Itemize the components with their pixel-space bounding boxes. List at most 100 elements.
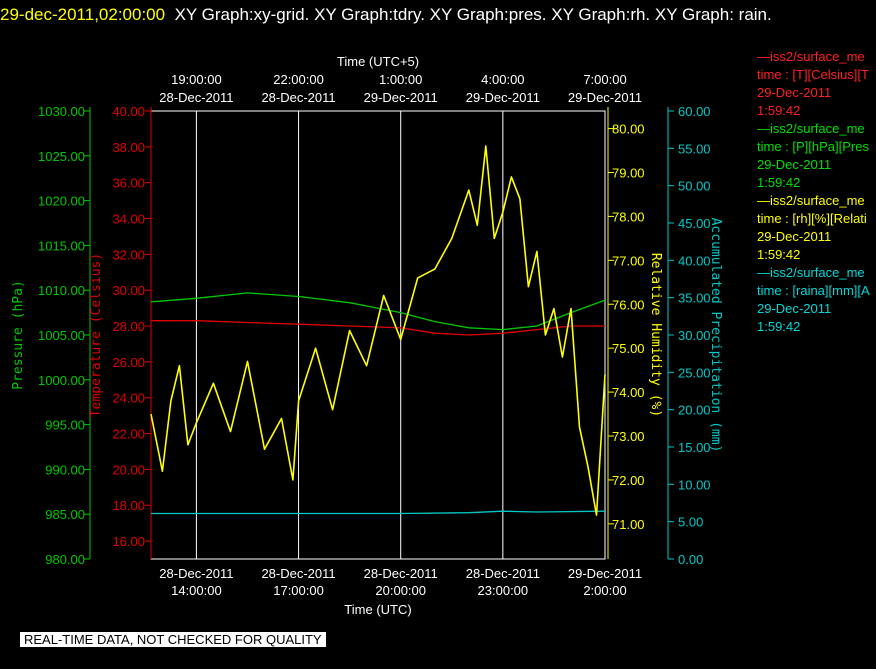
x-tick-date: 28-Dec-2011 [261,566,335,581]
rh-tick-label: 76.00 [612,297,645,312]
rain-tick-label: 50.00 [678,179,711,194]
rain-axis-label: Accumulated Precipitation (mm) [708,218,723,453]
legend-date: 29-Dec-2011 [757,157,832,172]
legend-line: —iss2/surface_me [757,49,865,64]
top-tick-date: 28-Dec-2011 [261,90,335,105]
legend-line: —iss2/surface_me [757,121,865,136]
legend-desc: time : [raina][mm][A [757,283,870,298]
x-axis-bottom-label: Time (UTC) [344,602,411,617]
rh-tick-label: 74.00 [612,385,645,400]
legend-line: —iss2/surface_me [757,193,865,208]
pres-tick-label: 1020.00 [38,194,85,209]
pres-tick-label: 995.00 [45,418,85,433]
rain-tick-label: 5.00 [678,515,703,530]
top-tick-time: 4:00:00 [481,72,524,87]
rh-axis-label: Relative Humidity (%) [648,253,663,417]
temp-tick-label: 32.00 [112,247,145,262]
x-tick-time: 20:00:00 [375,583,426,598]
temp-tick-label: 24.00 [112,391,145,406]
temp-tick-label: 20.00 [112,462,145,477]
chart-title: 29-dec-2011,02:00:00 XY Graph:xy-grid. X… [0,0,860,29]
x-tick-time: 14:00:00 [171,583,222,598]
x-tick-date: 28-Dec-2011 [364,566,438,581]
quality-disclaimer: REAL-TIME DATA, NOT CHECKED FOR QUALITY [20,632,326,647]
rain-tick-label: 45.00 [678,216,711,231]
pres-tick-label: 1010.00 [38,283,85,298]
temp-tick-label: 16.00 [112,534,145,549]
top-tick-time: 1:00:00 [379,72,422,87]
pres-tick-label: 1015.00 [38,238,85,253]
legend-time: 1:59:42 [757,103,801,118]
top-tick-date: 29-Dec-2011 [364,90,438,105]
rh-tick-label: 72.00 [612,473,645,488]
rain-tick-label: 35.00 [678,291,711,306]
rh-tick-label: 78.00 [612,209,645,224]
temp-tick-label: 30.00 [112,283,145,298]
legend-date: 29-Dec-2011 [757,301,832,316]
temp-tick-label: 40.00 [112,104,145,119]
rain-tick-label: 30.00 [678,328,711,343]
legend-date: 29-Dec-2011 [757,229,832,244]
x-tick-date: 28-Dec-2011 [159,566,233,581]
x-tick-time: 23:00:00 [478,583,529,598]
pres-tick-label: 1005.00 [38,328,85,343]
temp-axis-label: Temperature (Celsius) [89,253,104,417]
x-tick-time: 17:00:00 [273,583,324,598]
pres-tick-label: 985.00 [45,507,85,522]
rain-tick-label: 0.00 [678,552,703,567]
temp-series-line [151,320,605,336]
rain-tick-label: 10.00 [678,477,711,492]
top-tick-time: 22:00:00 [273,72,324,87]
legend-line: —iss2/surface_me [757,265,865,280]
legend-time: 1:59:42 [757,175,801,190]
rain-series-line [151,510,606,515]
rain-tick-label: 55.00 [678,141,711,156]
rh-series-line [150,145,606,516]
pres-tick-label: 990.00 [45,462,85,477]
rain-tick-label: 25.00 [678,365,711,380]
pres-tick-label: 1025.00 [38,149,85,164]
rh-tick-label: 80.00 [612,122,645,137]
rh-tick-label: 73.00 [612,429,645,444]
temp-tick-label: 22.00 [112,427,145,442]
pres-tick-label: 1030.00 [38,104,85,119]
pres-series-line [150,292,606,331]
top-tick-date: 29-Dec-2011 [568,90,642,105]
top-tick-time: 7:00:00 [583,72,626,87]
temp-tick-label: 36.00 [112,176,145,191]
legend-date: 29-Dec-2011 [757,85,832,100]
top-tick-date: 29-Dec-2011 [466,90,540,105]
legend-desc: time : [rh][%][Relati [757,211,867,226]
rh-tick-label: 79.00 [612,165,645,180]
top-tick-time: 19:00:00 [171,72,222,87]
pres-axis-label: Pressure (hPa) [11,280,26,390]
rh-tick-label: 75.00 [612,341,645,356]
legend-time: 1:59:42 [757,247,801,262]
legend-desc: time : [P][hPa][Pres [757,139,869,154]
title-graph-list: XY Graph:xy-grid. XY Graph:tdry. XY Grap… [174,5,772,24]
rain-tick-label: 40.00 [678,253,711,268]
plot-frame [150,110,606,560]
x-tick-time: 2:00:00 [583,583,626,598]
x-axis-top-label: Time (UTC+5) [337,54,419,69]
title-timestamp: 29-dec-2011,02:00:00 [0,5,166,24]
x-tick-date: 29-Dec-2011 [568,566,642,581]
top-tick-date: 28-Dec-2011 [159,90,233,105]
temp-tick-label: 18.00 [112,498,145,513]
rh-tick-label: 71.00 [612,517,645,532]
temp-tick-label: 28.00 [112,319,145,334]
rain-tick-label: 15.00 [678,440,711,455]
rh-tick-label: 77.00 [612,253,645,268]
rain-tick-label: 20.00 [678,403,711,418]
rain-tick-label: 60.00 [678,104,711,119]
x-tick-date: 28-Dec-2011 [466,566,540,581]
pres-tick-label: 1000.00 [38,373,85,388]
legend-desc: time : [T][Celsius][T [757,67,869,82]
temp-tick-label: 38.00 [112,140,145,155]
temp-tick-label: 34.00 [112,212,145,227]
legend-time: 1:59:42 [757,319,801,334]
